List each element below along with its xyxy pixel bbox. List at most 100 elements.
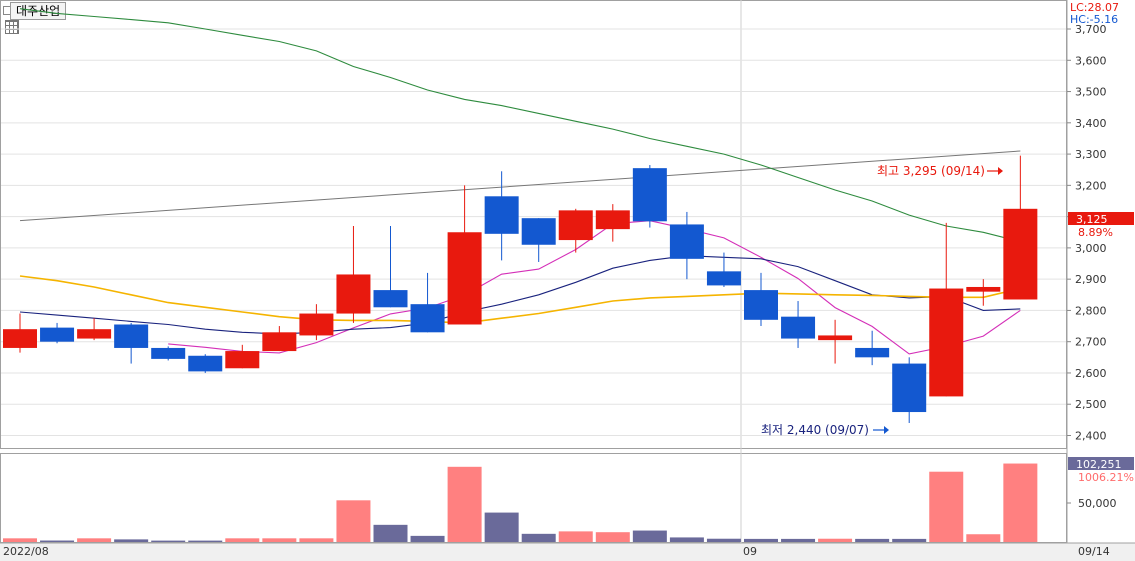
y-tick-labels: 2,4002,5002,6002,7002,8002,9003,0003,100… xyxy=(1067,23,1107,442)
grid-icon[interactable] xyxy=(5,20,19,34)
ma60-line xyxy=(19,8,1021,243)
candle-body xyxy=(966,286,1001,292)
volume-bar xyxy=(855,538,890,542)
candle xyxy=(521,218,556,262)
candle xyxy=(410,272,445,333)
candle-body xyxy=(892,363,927,413)
y-tick-label: 2,800 xyxy=(1075,304,1107,317)
volume-bar xyxy=(484,512,519,542)
candles xyxy=(3,155,1038,423)
candle xyxy=(40,322,75,344)
volume-bar xyxy=(299,538,334,542)
x-label-start: 2022/08 xyxy=(3,545,49,558)
candle xyxy=(262,326,297,352)
candle-body xyxy=(151,347,186,359)
volume-bar xyxy=(77,538,112,542)
volume-bar xyxy=(929,471,964,542)
candle xyxy=(484,171,519,261)
volume-bar xyxy=(669,537,704,542)
high-arrow-icon xyxy=(987,167,1003,175)
candle xyxy=(3,313,37,353)
high-annotation: 최고 3,295 (09/14) xyxy=(877,164,985,178)
candle xyxy=(818,319,853,364)
candle-body xyxy=(225,351,260,369)
candle xyxy=(966,279,1001,306)
candle xyxy=(929,222,964,397)
candle-body xyxy=(669,224,704,259)
candle xyxy=(744,272,778,327)
y-tick-label: 3,600 xyxy=(1075,54,1107,67)
candle xyxy=(188,354,223,373)
volume-bar xyxy=(151,540,186,542)
candle xyxy=(892,357,927,423)
y-tick-label: 2,500 xyxy=(1075,398,1107,411)
ma20-line xyxy=(19,275,1021,324)
volume-tick-label: 50,000 xyxy=(1078,497,1117,510)
y-tick-label: 3,300 xyxy=(1075,148,1107,161)
candle-body xyxy=(706,271,741,286)
candle xyxy=(632,165,667,228)
candle-body xyxy=(484,196,519,234)
volume-bar xyxy=(373,524,408,542)
volume-bar xyxy=(447,466,482,542)
ma5-line xyxy=(168,220,1021,355)
y-tick-label: 3,500 xyxy=(1075,86,1107,99)
candle xyxy=(781,301,816,348)
trendline-segment xyxy=(19,150,1021,222)
volume-bar xyxy=(3,538,37,542)
volume-bars xyxy=(3,463,1038,542)
candle-body xyxy=(114,324,149,348)
last-price-tag xyxy=(1068,212,1134,225)
volume-bar xyxy=(225,538,260,542)
volume-bar xyxy=(892,538,927,542)
trendline xyxy=(19,150,1021,222)
y-tick-label: 3,000 xyxy=(1075,242,1107,255)
candle-body xyxy=(855,347,890,358)
moving-averages xyxy=(19,8,1021,355)
candle-body xyxy=(781,316,816,339)
volume-bar xyxy=(262,538,297,542)
volume-bar xyxy=(40,540,75,542)
candle-body xyxy=(632,168,667,222)
candle-body xyxy=(521,218,556,245)
candle-body xyxy=(744,290,778,320)
candle xyxy=(336,226,371,323)
candle-body xyxy=(410,304,445,333)
candle xyxy=(373,226,408,308)
y-tick-label: 2,900 xyxy=(1075,273,1107,286)
ma10-line xyxy=(19,255,1021,335)
y-tick-label: 2,700 xyxy=(1075,336,1107,349)
candle-body xyxy=(373,290,408,308)
volume-bar xyxy=(1003,463,1038,542)
candle-body xyxy=(299,313,334,336)
candle xyxy=(151,346,186,361)
y-tick-label: 3,400 xyxy=(1075,117,1107,130)
candle-body xyxy=(336,274,371,314)
candle xyxy=(299,304,334,341)
volume-bar xyxy=(188,540,223,542)
candle-body xyxy=(447,232,482,325)
candle xyxy=(706,252,741,287)
candle-body xyxy=(1003,208,1038,300)
candle-body xyxy=(595,210,630,230)
volume-bar xyxy=(558,531,593,542)
candle-body xyxy=(818,335,853,341)
candle xyxy=(447,185,482,325)
last-volume-tag xyxy=(1068,457,1134,470)
candle xyxy=(855,330,890,366)
volume-bar xyxy=(114,539,149,542)
low-annotation: 최저 2,440 (09/07) xyxy=(761,423,869,437)
y-gridlines xyxy=(1,28,1066,436)
candle xyxy=(558,208,593,253)
low-arrow-icon xyxy=(873,426,889,434)
y-tick-label: 2,600 xyxy=(1075,367,1107,380)
candle xyxy=(114,322,149,364)
x-label-month: 09 xyxy=(743,545,757,558)
hc-indicator: HC:-5.16 xyxy=(1070,13,1119,26)
candle-body xyxy=(40,327,75,342)
volume-panel-frame xyxy=(0,453,1067,543)
volume-bar xyxy=(632,530,667,542)
volume-bar xyxy=(781,538,816,542)
